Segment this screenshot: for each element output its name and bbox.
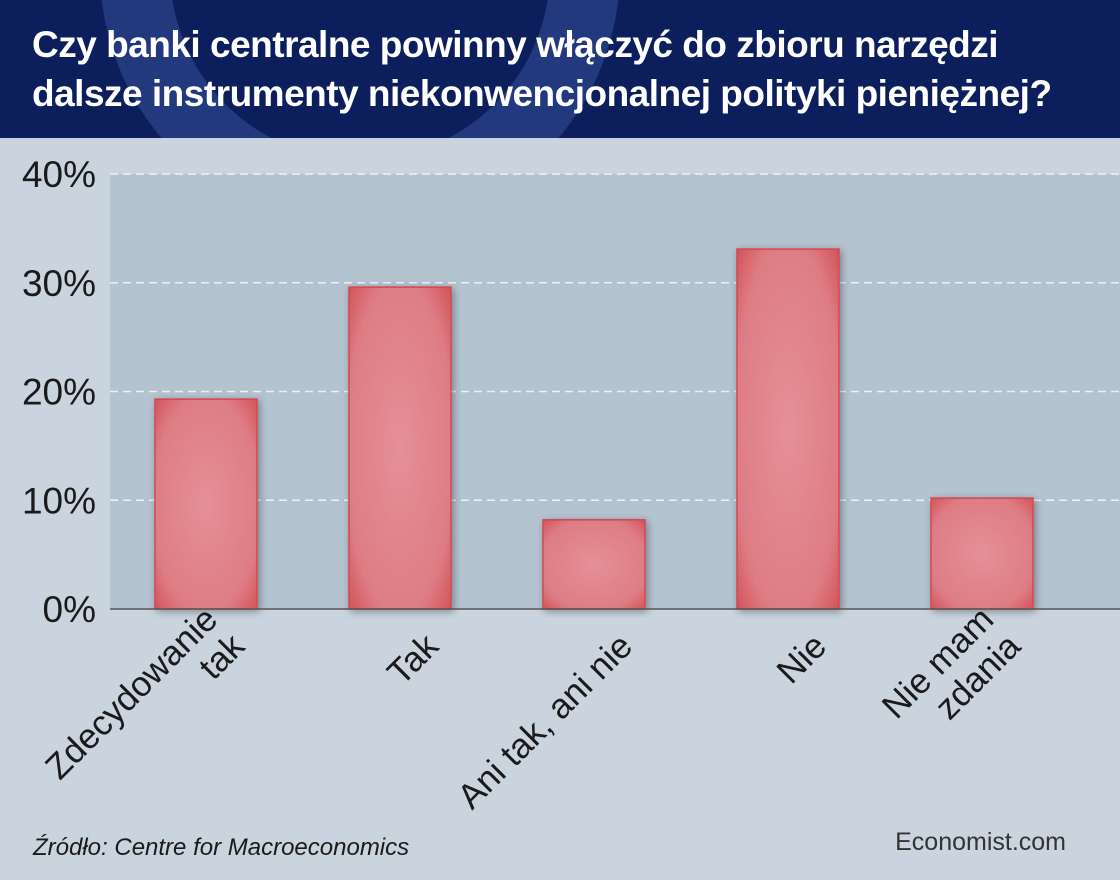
bar [930,497,1034,610]
x-axis-category-labels: Zdecydowanietak Tak Ani tak, ani nie Nie Nie… [38,599,1029,817]
y-tick-label: 30% [22,263,96,304]
title-bar: Czy banki centralne powinny włączyć do z… [0,0,1120,138]
y-tick-label: 40% [22,154,96,195]
bar [736,248,840,610]
bars [154,248,1034,610]
x-tick-label: Tak [380,626,446,692]
x-tick-label: Nie [769,626,834,691]
bar [154,398,258,610]
bar-chart: 0% 10% 20% 30% 40% Zdecydowanietak Tak Ani tak… [22,154,1120,817]
chart-title: Czy banki centralne powinny włączyć do z… [32,24,1052,114]
x-tick-label: Nie mamzdania [875,599,1029,753]
y-tick-label: 10% [22,480,96,521]
x-tick-label-line: Nie [769,626,834,691]
x-tick-label: Ani tak, ani nie [450,626,640,816]
x-tick-label: Zdecydowanietak [38,599,252,813]
bar [542,519,646,610]
x-tick-label-line: Tak [380,626,446,692]
y-tick-label: 20% [22,372,96,413]
brand-logo-text: Economist.com [895,828,1066,856]
y-axis-tick-labels: 0% 10% 20% 30% 40% [22,154,96,630]
y-tick-label: 0% [43,589,96,630]
source-note: Źródło: Centre for Macroeconomics [33,834,410,861]
bar [348,286,452,610]
x-tick-label-line: Ani tak, ani nie [450,626,640,816]
chart-area: 0% 10% 20% 30% 40% Zdecydowanietak Tak Ani tak… [0,138,1120,818]
